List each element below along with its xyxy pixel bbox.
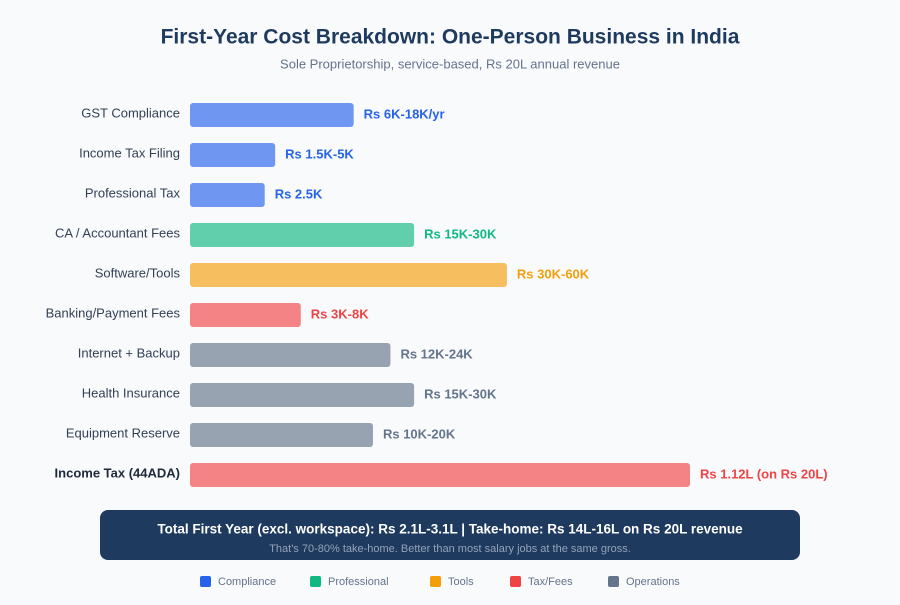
legend-swatch — [200, 576, 211, 587]
legend-swatch — [510, 576, 521, 587]
value-label: Rs 30K-60K — [517, 266, 590, 281]
legend-label: Professional — [328, 576, 389, 588]
category-label: Professional Tax — [85, 185, 181, 200]
legend-swatch — [310, 576, 321, 587]
legend-swatch — [430, 576, 441, 587]
value-label: Rs 12K-24K — [400, 346, 473, 361]
value-label: Rs 3K-8K — [311, 306, 369, 321]
legend-label: Operations — [626, 576, 680, 588]
value-label: Rs 2.5K — [275, 186, 323, 201]
chart-subtitle: Sole Proprietorship, service-based, Rs 2… — [280, 56, 620, 71]
category-label: Software/Tools — [95, 265, 181, 280]
bar — [190, 383, 415, 407]
category-label: Income Tax Filing — [79, 145, 180, 160]
summary-box — [100, 510, 800, 560]
legend-swatch — [608, 576, 619, 587]
legend-label: Tools — [448, 576, 474, 588]
value-label: Rs 1.12L (on Rs 20L) — [700, 466, 828, 481]
bar — [190, 223, 415, 247]
chart-title: First-Year Cost Breakdown: One-Person Bu… — [161, 26, 740, 49]
value-label: Rs 6K-18K/yr — [364, 106, 445, 121]
bar — [190, 463, 690, 487]
bar — [190, 103, 354, 127]
summary-headline: Total First Year (excl. workspace): Rs 2… — [157, 522, 743, 537]
value-label: Rs 15K-30K — [424, 386, 497, 401]
value-label: Rs 1.5K-5K — [285, 146, 354, 161]
value-label: Rs 10K-20K — [383, 426, 456, 441]
value-label: Rs 15K-30K — [424, 226, 497, 241]
bar — [190, 303, 301, 327]
bar — [190, 263, 507, 287]
legend-label: Tax/Fees — [528, 576, 573, 588]
category-label: Banking/Payment Fees — [46, 305, 181, 320]
category-label: Internet + Backup — [78, 345, 180, 360]
legend-label: Compliance — [218, 576, 276, 588]
bar — [190, 183, 265, 207]
summary-note: That's 70-80% take-home. Better than mos… — [269, 543, 631, 555]
category-label: Equipment Reserve — [66, 425, 180, 440]
category-label: Health Insurance — [82, 385, 180, 400]
bar — [190, 143, 276, 167]
bar — [190, 343, 391, 367]
category-label: GST Compliance — [81, 105, 180, 120]
category-label: Income Tax (44ADA) — [55, 465, 180, 480]
category-label: CA / Accountant Fees — [55, 225, 181, 240]
bar — [190, 423, 373, 447]
